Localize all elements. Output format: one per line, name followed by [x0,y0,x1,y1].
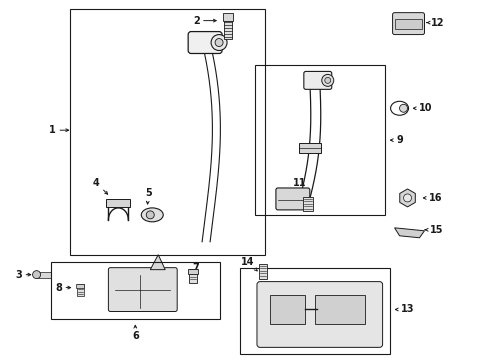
Circle shape [399,104,407,112]
Text: 6: 6 [132,325,139,341]
Text: 9: 9 [389,135,402,145]
Text: 12: 12 [426,18,443,28]
Circle shape [321,75,333,86]
Circle shape [33,271,41,279]
FancyBboxPatch shape [392,13,424,35]
Text: 10: 10 [412,103,431,113]
Circle shape [403,194,411,202]
Bar [254,66,384,215]
Text: 4: 4 [93,178,107,194]
Bar [224,21,232,39]
Circle shape [211,35,226,50]
Circle shape [215,39,223,46]
Bar [70,9,264,255]
Bar [298,143,320,153]
Text: 14: 14 [241,257,257,271]
Circle shape [146,211,154,219]
FancyBboxPatch shape [256,282,382,347]
FancyBboxPatch shape [275,188,309,210]
Bar [394,19,422,28]
Text: 2: 2 [192,15,216,26]
Text: 3: 3 [15,270,31,280]
Text: 5: 5 [144,188,151,204]
Bar [223,13,233,21]
Bar [189,269,197,283]
Bar [50,262,220,319]
Text: 7: 7 [190,263,199,275]
Text: 13: 13 [395,305,413,315]
Polygon shape [150,255,165,270]
Ellipse shape [141,208,163,222]
Polygon shape [394,228,424,238]
Bar [302,197,312,211]
Text: 16: 16 [423,193,441,203]
Text: 15: 15 [424,225,442,235]
FancyBboxPatch shape [188,32,222,54]
Circle shape [324,77,330,84]
Bar [106,199,130,207]
Bar [240,268,389,354]
FancyBboxPatch shape [108,268,177,311]
Text: 11: 11 [292,178,306,193]
Bar [77,284,84,296]
Bar [76,284,84,288]
Text: 1: 1 [49,125,68,135]
Bar [188,269,198,274]
Bar [259,264,266,279]
FancyBboxPatch shape [303,71,331,89]
Bar [314,294,364,324]
Bar [37,272,50,278]
Bar [269,294,304,324]
Text: 8: 8 [55,283,70,293]
